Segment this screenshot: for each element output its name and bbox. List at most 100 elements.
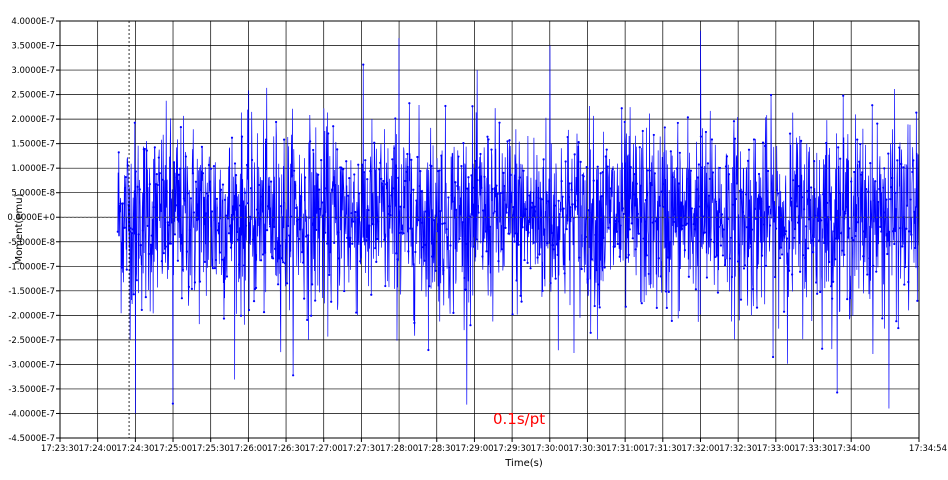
- data-point: [454, 181, 457, 184]
- data-point: [685, 222, 688, 225]
- data-point: [140, 308, 143, 312]
- data-point: [413, 321, 416, 324]
- data-point: [789, 197, 793, 200]
- data-point: [216, 229, 220, 232]
- data-point: [381, 182, 384, 185]
- x-axis-title: Time(s): [504, 458, 543, 469]
- data-point: [589, 331, 592, 334]
- data-point: [719, 244, 723, 247]
- data-point: [416, 155, 419, 159]
- data-point: [768, 224, 772, 227]
- data-point: [662, 205, 665, 208]
- data-point: [707, 194, 711, 197]
- series-points: [116, 63, 920, 405]
- data-point: [160, 260, 163, 263]
- data-point: [758, 196, 762, 199]
- data-point: [579, 160, 582, 163]
- data-point: [817, 219, 820, 222]
- data-point: [427, 348, 430, 352]
- data-point: [606, 165, 609, 168]
- data-point: [636, 212, 639, 216]
- data-point: [903, 283, 906, 286]
- data-point: [651, 221, 654, 224]
- data-point: [744, 193, 748, 196]
- data-point: [793, 227, 797, 231]
- data-point: [610, 191, 613, 194]
- data-point: [199, 188, 203, 192]
- data-point: [635, 182, 638, 185]
- data-point: [474, 159, 477, 163]
- data-point: [497, 259, 500, 263]
- data-point: [324, 231, 327, 234]
- data-point: [469, 324, 472, 327]
- data-point: [331, 188, 334, 191]
- data-point: [401, 224, 404, 227]
- data-point: [298, 237, 301, 241]
- data-point: [296, 219, 299, 223]
- data-point: [558, 212, 561, 216]
- data-point: [519, 294, 522, 297]
- data-point: [151, 219, 154, 222]
- data-point: [622, 212, 625, 216]
- data-point: [897, 326, 900, 330]
- data-point: [508, 139, 511, 142]
- data-point: [902, 166, 905, 169]
- data-point: [351, 242, 354, 245]
- data-point: [838, 191, 841, 194]
- data-point: [590, 258, 593, 261]
- data-point: [498, 121, 501, 124]
- data-point: [867, 190, 870, 193]
- data-point: [879, 225, 882, 228]
- data-point: [442, 269, 445, 272]
- x-tick-label: 17:32:00: [681, 444, 719, 454]
- data-point: [634, 248, 637, 251]
- data-point: [316, 192, 319, 196]
- data-point: [152, 206, 155, 209]
- x-tick-label: 17:34:00: [832, 444, 870, 454]
- data-point: [460, 164, 463, 168]
- data-point: [206, 194, 210, 197]
- data-point: [121, 202, 124, 205]
- data-point: [234, 174, 238, 177]
- data-point: [275, 240, 279, 243]
- data-point: [648, 169, 651, 172]
- data-point: [360, 240, 363, 244]
- data-point: [420, 190, 423, 193]
- data-point: [771, 355, 775, 359]
- data-point: [383, 238, 386, 241]
- data-point: [656, 228, 659, 231]
- data-point: [890, 186, 893, 189]
- data-point: [256, 211, 260, 215]
- data-point: [537, 227, 540, 230]
- data-point: [374, 247, 377, 250]
- data-point: [223, 198, 227, 201]
- data-point: [765, 189, 769, 193]
- x-tick-label: 17:26:00: [229, 444, 267, 454]
- data-point: [552, 248, 555, 251]
- data-point: [315, 228, 318, 231]
- data-point: [580, 267, 583, 271]
- data-point: [892, 230, 895, 233]
- data-point: [723, 264, 727, 267]
- data-point: [512, 205, 515, 209]
- data-point: [835, 237, 838, 240]
- data-point: [551, 244, 554, 247]
- data-point: [347, 194, 350, 197]
- data-point: [330, 300, 333, 303]
- data-point: [135, 279, 138, 282]
- data-point: [907, 280, 910, 284]
- data-point: [588, 211, 591, 214]
- data-point: [276, 283, 280, 286]
- data-point: [545, 191, 548, 194]
- data-point: [353, 173, 356, 176]
- data-point: [263, 251, 267, 254]
- data-point: [251, 238, 255, 241]
- data-point: [491, 187, 494, 191]
- data-point: [573, 153, 576, 156]
- data-point: [785, 237, 789, 240]
- data-point: [171, 402, 174, 405]
- data-point: [407, 250, 410, 253]
- data-point: [487, 138, 490, 141]
- data-point: [370, 293, 373, 296]
- data-point: [682, 214, 685, 218]
